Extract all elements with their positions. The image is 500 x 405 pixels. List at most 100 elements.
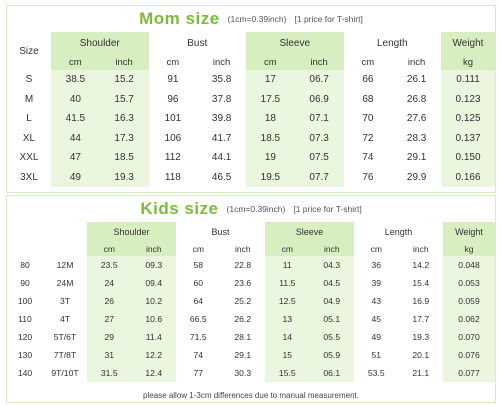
mom-table-cell: L xyxy=(26,113,32,125)
kids-table-cell: 120 xyxy=(17,332,33,342)
mom-size-header: Size xyxy=(19,45,39,57)
mom-table-cell: 17 xyxy=(246,70,295,90)
kids-table-cell: 05.9 xyxy=(309,346,354,364)
mom-table-cell: XXL xyxy=(19,152,39,164)
mom-table-cell: 96 xyxy=(167,93,179,105)
kids-table-cell: 13 xyxy=(265,310,310,328)
kids-table-cell: 110 xyxy=(18,314,32,324)
kids-table-row: 90 24M 24 09.4 60 23.6 11.5 04.5 39 15.4 0.053 xyxy=(7,274,495,292)
mom-table-cell: 19.5 xyxy=(246,167,295,187)
kids-table-cell: 28.1 xyxy=(234,332,252,342)
kids-table-cell: 12M xyxy=(56,260,74,270)
kids-table-cell: 140 xyxy=(17,368,33,378)
mom-table-cell: 18.5 xyxy=(246,128,295,148)
kids-table-cell: 0.048 xyxy=(443,256,495,274)
kids-title-row: Kids size (1cm=0.39inch) [1 price for T-… xyxy=(7,196,495,222)
kids-table-cell: 51 xyxy=(371,350,382,360)
mom-table-cell: 41.7 xyxy=(211,132,232,144)
mom-table-row: L 41.5 16.3 101 39.8 18 07.1 70 27.6 0.125 xyxy=(7,109,495,129)
mom-table-cell: 18 xyxy=(246,109,295,129)
mom-unit-inch: inch xyxy=(212,56,231,68)
kids-unit-cm: cm xyxy=(87,241,132,256)
mom-size-table: Size Shoulder Bust Sleeve Length Weight … xyxy=(7,32,495,187)
kids-table-cell: 23.6 xyxy=(234,278,252,288)
mom-table-cell: 0.150 xyxy=(441,148,495,168)
mom-title-row: Mom size (1cm=0.39inch) [1 price for T-s… xyxy=(7,6,495,32)
mom-table-cell: 15.7 xyxy=(99,89,149,109)
kids-weight-header: Weight xyxy=(443,222,495,241)
kids-table-cell: 5T/6T xyxy=(53,332,77,342)
kids-price-note: [1 price for T-shirt] xyxy=(293,204,362,214)
kids-table-cell: 80 xyxy=(20,260,30,270)
kids-table-cell: 20.1 xyxy=(412,350,430,360)
mom-table-cell: 3XL xyxy=(20,171,38,183)
mom-table-cell: 26.1 xyxy=(406,74,427,86)
kids-table-cell: 09.3 xyxy=(131,256,176,274)
kids-table-cell: 29.1 xyxy=(234,350,252,360)
mom-table-cell: 40 xyxy=(51,89,100,109)
kids-table-cell: 30.3 xyxy=(234,368,252,378)
mom-table-cell: 0.125 xyxy=(441,109,495,129)
kids-table-cell: 11.4 xyxy=(131,328,176,346)
kids-table-cell: 15.5 xyxy=(265,364,310,382)
kids-unit-inch: inch xyxy=(234,243,251,254)
kids-table-cell: 12.5 xyxy=(265,292,310,310)
mom-unit-inch: inch xyxy=(407,56,426,68)
kids-shoulder-header: Shoulder xyxy=(87,222,176,241)
kids-table-cell: 24M xyxy=(56,278,74,288)
kids-table-cell: 66.5 xyxy=(189,314,207,324)
kids-unit-cm: cm xyxy=(265,241,310,256)
kids-table-cell: 15 xyxy=(265,346,310,364)
mom-table-cell: 07.3 xyxy=(294,128,344,148)
kids-table-cell: 0.070 xyxy=(443,328,495,346)
kids-unit-inch: inch xyxy=(309,241,354,256)
kids-unit-inch: inch xyxy=(131,241,176,256)
mom-unit-inch: inch xyxy=(294,54,344,70)
kids-unit-kg: kg xyxy=(443,241,495,256)
kids-table-cell: 21.1 xyxy=(412,368,430,378)
kids-table-cell: 26.2 xyxy=(234,314,252,324)
kids-size-table: Shoulder Bust Sleeve Length Weight cm in… xyxy=(7,222,495,382)
mom-table-cell: 18.5 xyxy=(99,148,149,168)
kids-table-cell: 53.5 xyxy=(367,368,385,378)
mom-table-cell: 26.8 xyxy=(406,93,427,105)
kids-table-cell: 15.4 xyxy=(412,278,430,288)
mom-table-cell: 74 xyxy=(362,152,374,164)
mom-table-cell: 06.7 xyxy=(294,70,344,90)
mom-table-cell: 106 xyxy=(164,132,182,144)
mom-table-row: XXL 47 18.5 112 44.1 19 07.5 74 29.1 0.150 xyxy=(7,148,495,168)
kids-table-cell: 11.5 xyxy=(265,274,310,292)
mom-table-cell: 35.8 xyxy=(211,74,232,86)
mom-table-cell: 44.1 xyxy=(211,152,232,164)
kids-table-cell: 0.062 xyxy=(443,310,495,328)
mom-unit-inch: inch xyxy=(99,54,149,70)
mom-table-cell: 66 xyxy=(362,74,374,86)
kids-table-cell: 71.5 xyxy=(189,332,207,342)
kids-table-cell: 06.1 xyxy=(309,364,354,382)
mom-table-cell: 07.5 xyxy=(294,148,344,168)
mom-table-cell: 19 xyxy=(246,148,295,168)
mom-table-cell: 07.7 xyxy=(294,167,344,187)
mom-table-cell: 72 xyxy=(362,132,374,144)
kids-table-row: 110 4T 27 10.6 66.5 26.2 13 05.1 45 17.7 0.062 xyxy=(7,310,495,328)
kids-table-cell: 04.5 xyxy=(309,274,354,292)
mom-table-cell: 0.166 xyxy=(441,167,495,187)
kids-table-cell: 25.2 xyxy=(234,296,252,306)
kids-table-cell: 17.7 xyxy=(412,314,430,324)
kids-unit-cm: cm xyxy=(192,243,204,254)
mom-price-note: [1 price for T-shirt] xyxy=(294,14,363,24)
kids-table-cell: 58 xyxy=(193,260,204,270)
mom-table-cell: 76 xyxy=(362,171,374,183)
mom-table-cell: 27.6 xyxy=(406,113,427,125)
mom-table-cell: 15.2 xyxy=(99,70,149,90)
mom-table-cell: 29.1 xyxy=(406,152,427,164)
kids-table-cell: 90 xyxy=(20,278,30,288)
mom-table-cell: XL xyxy=(22,132,36,144)
mom-table-row: XL 44 17.3 106 41.7 18.5 07.3 72 28.3 0.137 xyxy=(7,128,495,148)
kids-table-cell: 3T xyxy=(59,296,71,306)
mom-table-cell: 38.5 xyxy=(51,70,100,90)
mom-table-cell: 06.9 xyxy=(294,89,344,109)
mom-table-cell: 28.3 xyxy=(406,132,427,144)
kids-table-cell: 31.5 xyxy=(87,364,132,382)
